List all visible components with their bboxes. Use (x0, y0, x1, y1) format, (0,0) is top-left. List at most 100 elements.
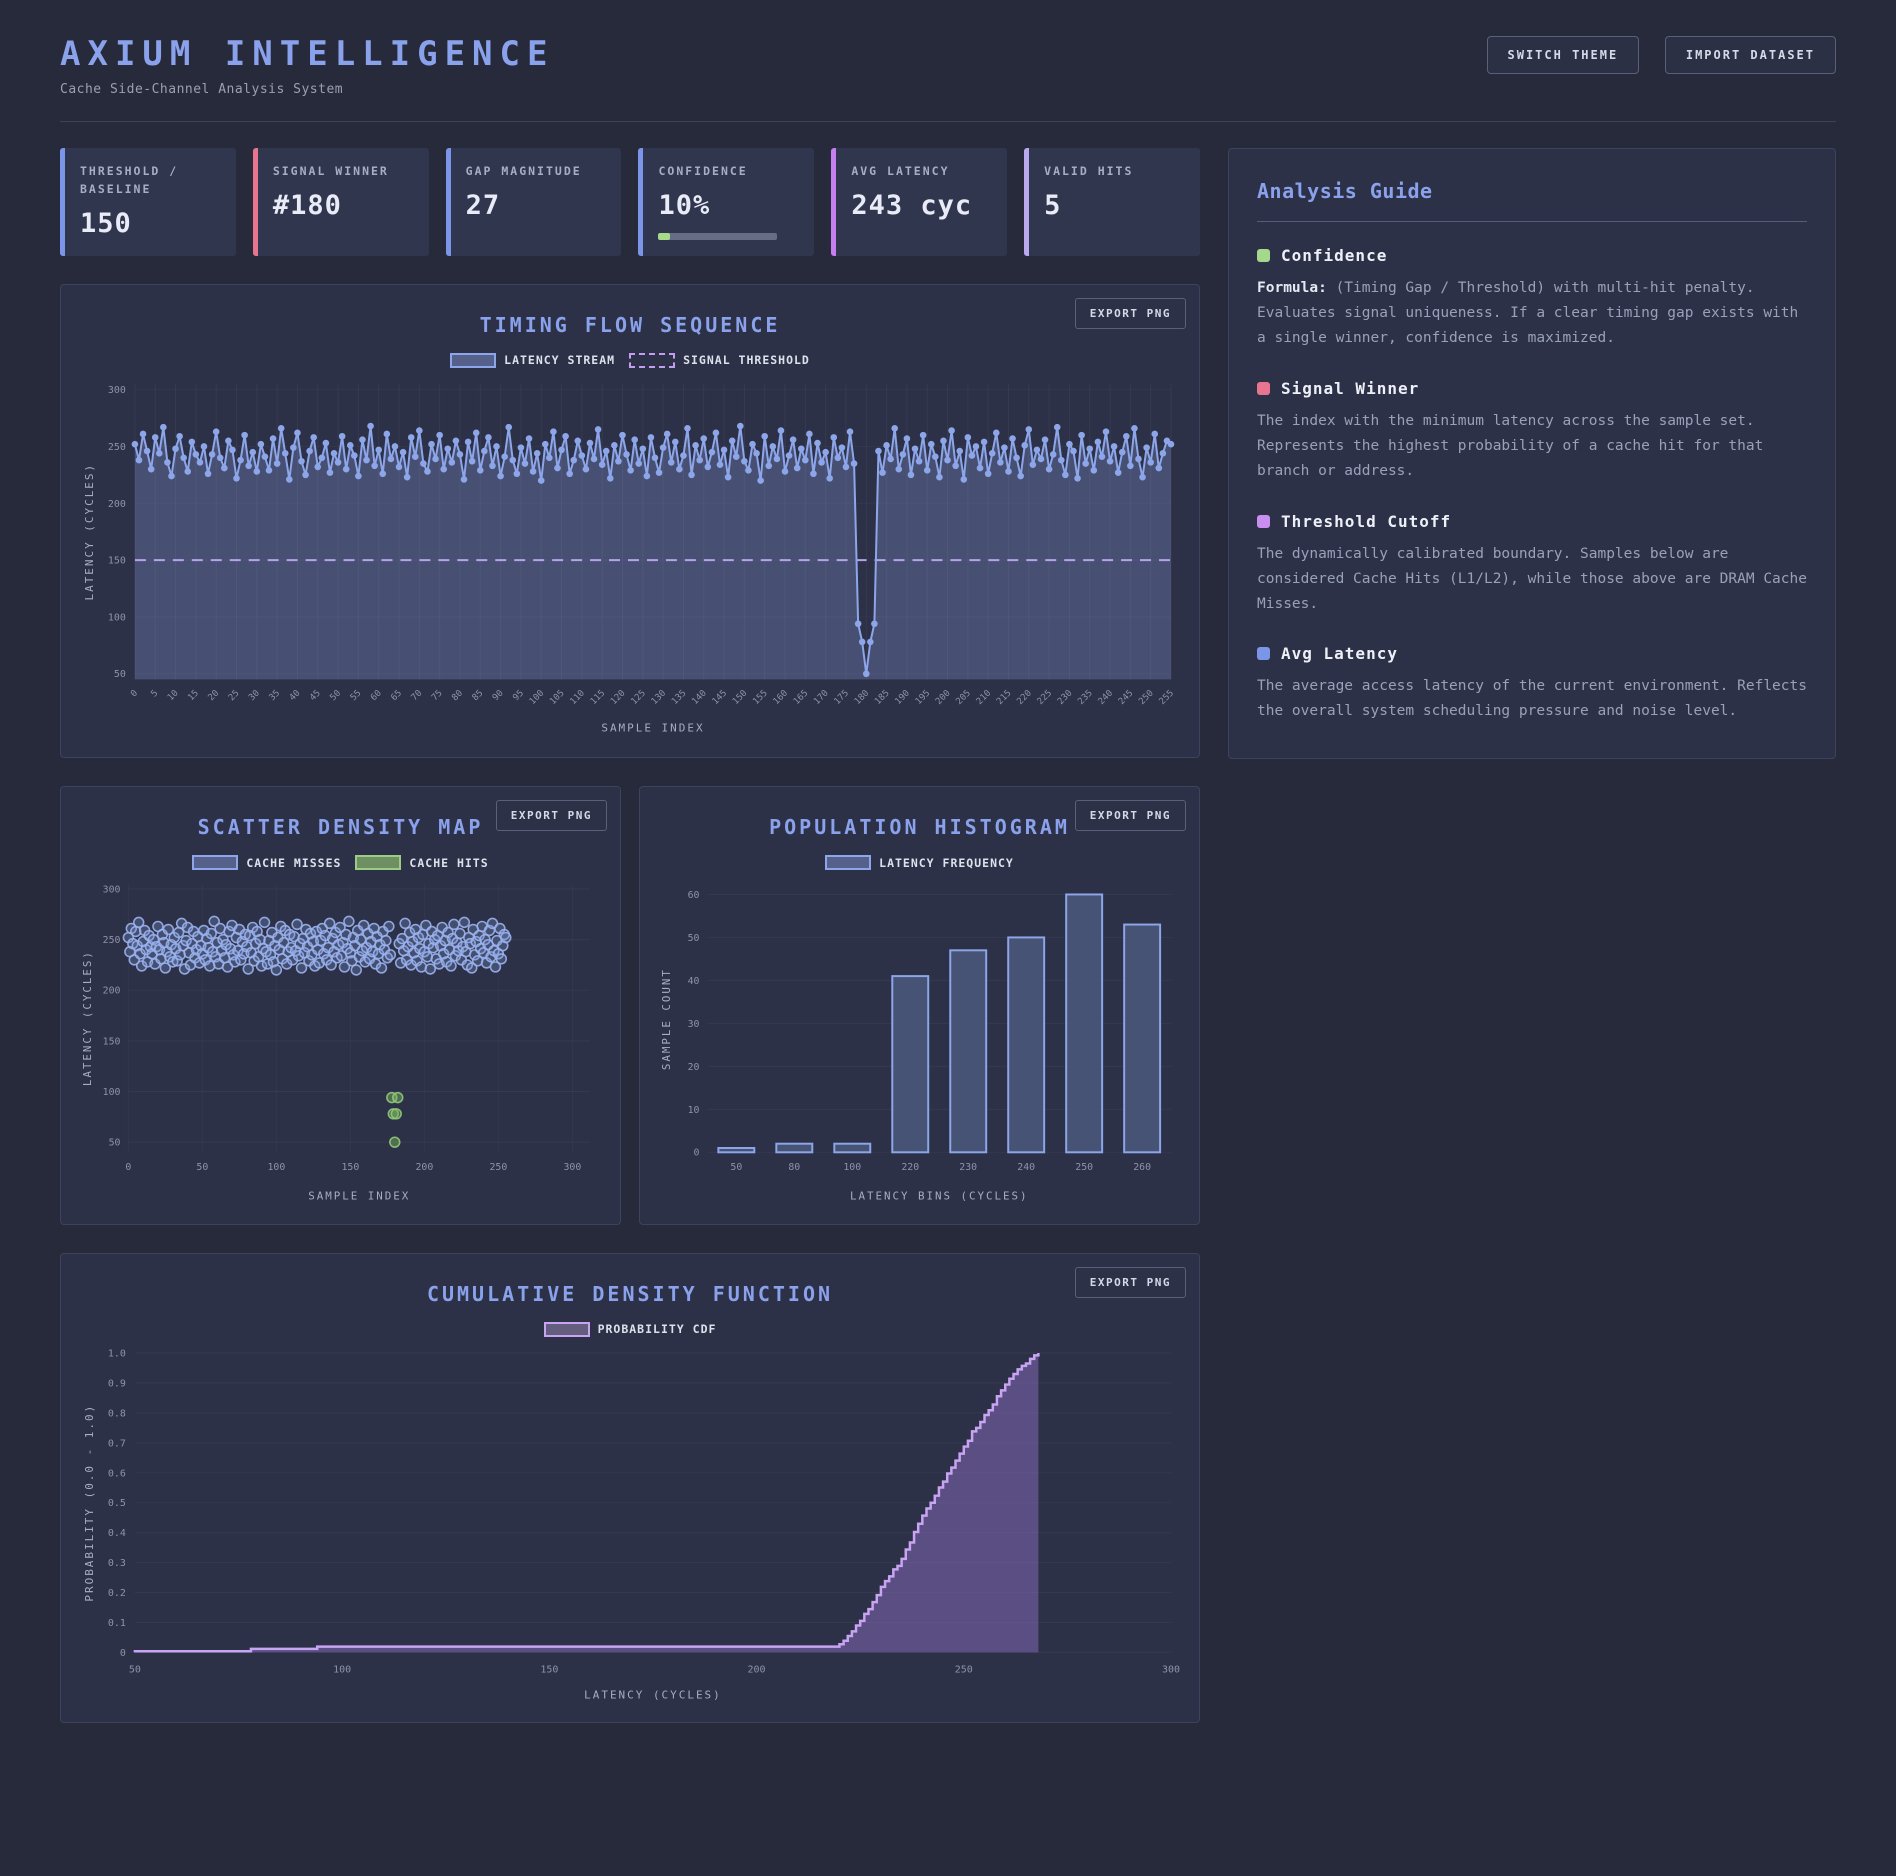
svg-text:250: 250 (1137, 688, 1156, 707)
svg-text:80: 80 (450, 688, 465, 703)
svg-text:160: 160 (772, 688, 791, 707)
svg-text:0.1: 0.1 (108, 1618, 126, 1629)
svg-text:170: 170 (812, 688, 831, 707)
legend-label: LATENCY FREQUENCY (879, 855, 1014, 870)
histogram-bars (717, 893, 1162, 1154)
histogram-panel: EXPORT PNG POPULATION HISTOGRAM LATENCY … (639, 786, 1200, 1225)
content-grid: THRESHOLD / BASELINE 150 SIGNAL WINNER #… (60, 148, 1836, 1723)
guide-section-heading: Threshold Cutoff (1257, 512, 1807, 531)
latency-stream-line (133, 425, 1172, 674)
svg-text:0.8: 0.8 (108, 1408, 126, 1419)
svg-text:145: 145 (711, 688, 730, 707)
export-png-button-timing[interactable]: EXPORT PNG (1074, 297, 1186, 329)
stat-card-signal-winner: SIGNAL WINNER #180 (252, 148, 429, 256)
switch-theme-button[interactable]: SWITCH THEME (1486, 36, 1640, 74)
svg-text:50: 50 (129, 1664, 141, 1675)
histogram-chart-title: POPULATION HISTOGRAM (769, 815, 1070, 840)
scatter-panel: EXPORT PNG SCATTER DENSITY MAP CACHE MIS… (60, 786, 621, 1225)
export-png-button-histogram[interactable]: EXPORT PNG (1074, 800, 1186, 832)
cdf-step-line (133, 1352, 1040, 1653)
svg-text:200: 200 (748, 1664, 766, 1675)
svg-text:75: 75 (430, 688, 445, 703)
svg-text:255: 255 (1158, 688, 1177, 707)
legend-label: PROBABILITY CDF (597, 1322, 717, 1337)
confidence-progress-fill (658, 232, 671, 240)
guide-section-threshold-cutoff: Threshold Cutoff The dynamically calibra… (1257, 512, 1807, 617)
scatter-points (122, 915, 512, 1149)
histogram-chart-svg: 0 10 20 30 40 50 60 50 80 100 220 230 240 250 260 LATEN… (660, 890, 1172, 1203)
svg-text:1.0: 1.0 (108, 1348, 126, 1359)
svg-text:100: 100 (267, 1162, 285, 1173)
svg-text:0.3: 0.3 (108, 1558, 126, 1569)
legend-label: SIGNAL THRESHOLD (683, 353, 810, 368)
page-title: AXIUM INTELLIGENCE (60, 34, 555, 74)
main-column: THRESHOLD / BASELINE 150 SIGNAL WINNER #… (60, 148, 1200, 1723)
stat-card-gap-magnitude: GAP MAGNITUDE 27 (445, 148, 622, 256)
import-dataset-button[interactable]: IMPORT DATASET (1664, 36, 1836, 74)
svg-text:0.2: 0.2 (108, 1588, 126, 1599)
legend-label: CACHE HITS (409, 855, 489, 870)
svg-text:115: 115 (589, 688, 608, 707)
svg-text:100: 100 (843, 1162, 861, 1173)
stat-card-threshold-baseline: THRESHOLD / BASELINE 150 (60, 148, 236, 256)
svg-text:225: 225 (1036, 688, 1055, 707)
legend-item-probability-cdf: PROBABILITY CDF (543, 1321, 717, 1337)
svg-text:SAMPLE INDEX: SAMPLE INDEX (601, 721, 704, 734)
svg-text:300: 300 (103, 885, 121, 896)
stats-row: THRESHOLD / BASELINE 150 SIGNAL WINNER #… (60, 148, 1200, 256)
svg-text:195: 195 (914, 688, 933, 707)
svg-text:40: 40 (288, 688, 303, 703)
svg-text:220: 220 (1015, 688, 1034, 707)
svg-text:165: 165 (792, 688, 811, 707)
svg-text:30: 30 (688, 1019, 700, 1030)
svg-text:240: 240 (1097, 688, 1116, 707)
latency-stream-swatch-icon (450, 352, 497, 368)
guide-divider (1257, 221, 1807, 222)
scatter-chart-svg: 50 100 150 200 250 300 0 50 100 150 200 250 300 SAMPL… (81, 884, 591, 1203)
stat-label: SIGNAL WINNER (272, 164, 389, 178)
guide-body-text: The average access latency of the curren… (1257, 678, 1807, 720)
svg-text:200: 200 (103, 986, 121, 997)
page-root: AXIUM INTELLIGENCE Cache Side-Channel An… (60, 34, 1836, 1723)
svg-text:150: 150 (108, 555, 126, 566)
export-png-button-cdf[interactable]: EXPORT PNG (1074, 1266, 1186, 1298)
cache-misses-swatch-icon (192, 855, 239, 871)
guide-lead-text: Formula: (1257, 280, 1327, 296)
svg-text:110: 110 (568, 688, 587, 707)
avg-latency-bullet-icon (1257, 647, 1270, 661)
svg-text:SAMPLE INDEX: SAMPLE INDEX (308, 1190, 410, 1203)
export-png-button-scatter[interactable]: EXPORT PNG (495, 800, 607, 832)
svg-text:245: 245 (1117, 688, 1136, 707)
svg-text:250: 250 (103, 935, 121, 946)
cdf-legend: PROBABILITY CDF (79, 1321, 1181, 1337)
stat-label: GAP MAGNITUDE (465, 164, 582, 178)
svg-text:LATENCY BINS (CYCLES): LATENCY BINS (CYCLES) (850, 1190, 1029, 1203)
svg-text:150: 150 (103, 1036, 121, 1047)
header-buttons: SWITCH THEME IMPORT DATASET (1471, 36, 1836, 74)
svg-text:175: 175 (833, 688, 852, 707)
svg-text:100: 100 (333, 1664, 351, 1675)
confidence-progress-track (658, 232, 777, 240)
legend-item-latency-stream: LATENCY STREAM (450, 352, 615, 368)
cache-hits-swatch-icon (355, 855, 402, 871)
stat-label: AVG LATENCY (851, 164, 950, 178)
confidence-bullet-icon (1257, 249, 1270, 262)
analysis-guide-panel: Analysis Guide Confidence Formula: (Timi… (1228, 148, 1836, 760)
svg-text:LATENCY (CYCLES): LATENCY (CYCLES) (584, 1688, 722, 1701)
guide-section-heading: Confidence (1257, 246, 1807, 265)
timing-area-fill (134, 425, 1171, 680)
svg-text:235: 235 (1076, 688, 1095, 707)
guide-heading-text: Avg Latency (1281, 644, 1398, 664)
svg-text:15: 15 (186, 688, 201, 703)
svg-text:50: 50 (688, 933, 700, 944)
guide-body-text: Formula: (Timing Gap / Threshold) with m… (1257, 276, 1807, 351)
svg-text:60: 60 (688, 890, 700, 901)
legend-item-cache-hits: CACHE HITS (355, 855, 489, 871)
svg-text:250: 250 (489, 1162, 507, 1173)
svg-text:300: 300 (108, 385, 126, 396)
svg-text:0.9: 0.9 (108, 1378, 126, 1389)
scatter-legend: CACHE MISSES CACHE HITS (79, 855, 602, 871)
svg-text:135: 135 (670, 688, 689, 707)
stat-value: 10% (658, 189, 711, 221)
svg-text:200: 200 (108, 499, 126, 510)
